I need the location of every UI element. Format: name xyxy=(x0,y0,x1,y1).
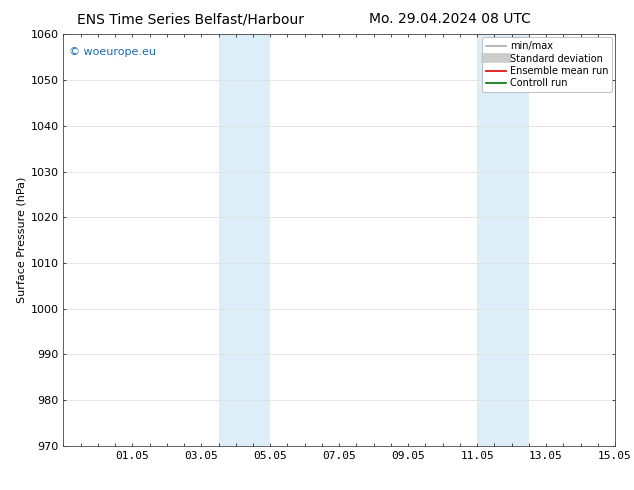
Bar xyxy=(219,34,270,446)
Y-axis label: Surface Pressure (hPa): Surface Pressure (hPa) xyxy=(16,177,26,303)
Bar xyxy=(477,34,529,446)
Text: © woeurope.eu: © woeurope.eu xyxy=(69,47,156,57)
Legend: min/max, Standard deviation, Ensemble mean run, Controll run: min/max, Standard deviation, Ensemble me… xyxy=(482,37,612,92)
Text: Mo. 29.04.2024 08 UTC: Mo. 29.04.2024 08 UTC xyxy=(369,12,531,26)
Text: ENS Time Series Belfast/Harbour: ENS Time Series Belfast/Harbour xyxy=(77,12,304,26)
